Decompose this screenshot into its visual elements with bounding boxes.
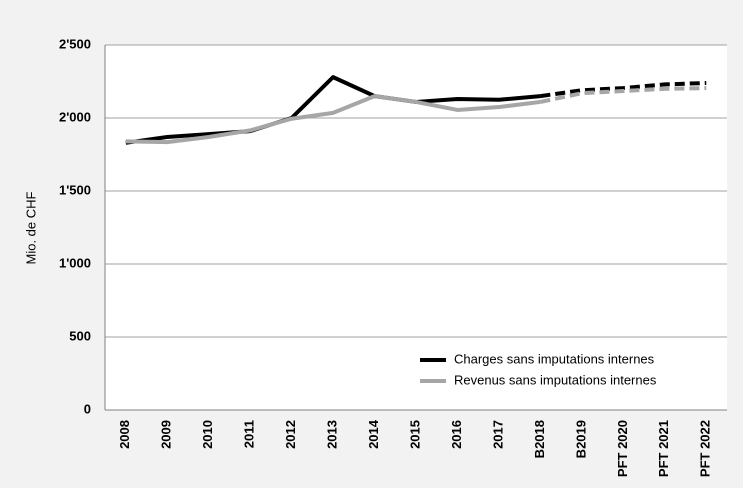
line-series-dashed <box>539 86 707 104</box>
line-series-dashed <box>540 80 707 99</box>
legend-label: Charges sans imputations internes <box>454 351 655 366</box>
x-tick-label: 2008 <box>117 420 132 449</box>
x-tick-label: B2019 <box>573 420 588 458</box>
x-tick-label: 2017 <box>490 420 505 449</box>
y-tick-label: 2'500 <box>59 36 91 51</box>
legend-label: Revenus sans imputations internes <box>454 372 657 387</box>
y-tick-label: 0 <box>84 401 91 416</box>
line-series <box>125 94 541 145</box>
y-axis-label: Mio. de CHF <box>23 191 38 264</box>
y-tick-label: 1'000 <box>59 255 91 270</box>
x-tick-label: 2013 <box>325 420 340 449</box>
y-tick-label: 1'500 <box>59 182 91 197</box>
x-tick-label: 2011 <box>242 420 257 448</box>
line-series <box>125 75 541 145</box>
y-tick-label: 500 <box>69 328 91 343</box>
x-tick-label: 2014 <box>366 419 381 449</box>
x-tick-label: 2016 <box>449 420 464 449</box>
x-tick-label: PFT 2020 <box>615 420 630 477</box>
plot-area <box>105 45 727 410</box>
x-tick-label: B2018 <box>532 420 547 458</box>
x-tick-label: 2010 <box>200 420 215 449</box>
x-tick-label: PFT 2022 <box>698 420 713 477</box>
x-tick-label: 2009 <box>159 420 174 449</box>
x-tick-label: 2012 <box>283 420 298 449</box>
y-tick-label: 2'000 <box>59 109 91 124</box>
x-tick-label: 2015 <box>407 420 422 449</box>
x-tick-label: PFT 2021 <box>656 420 671 477</box>
